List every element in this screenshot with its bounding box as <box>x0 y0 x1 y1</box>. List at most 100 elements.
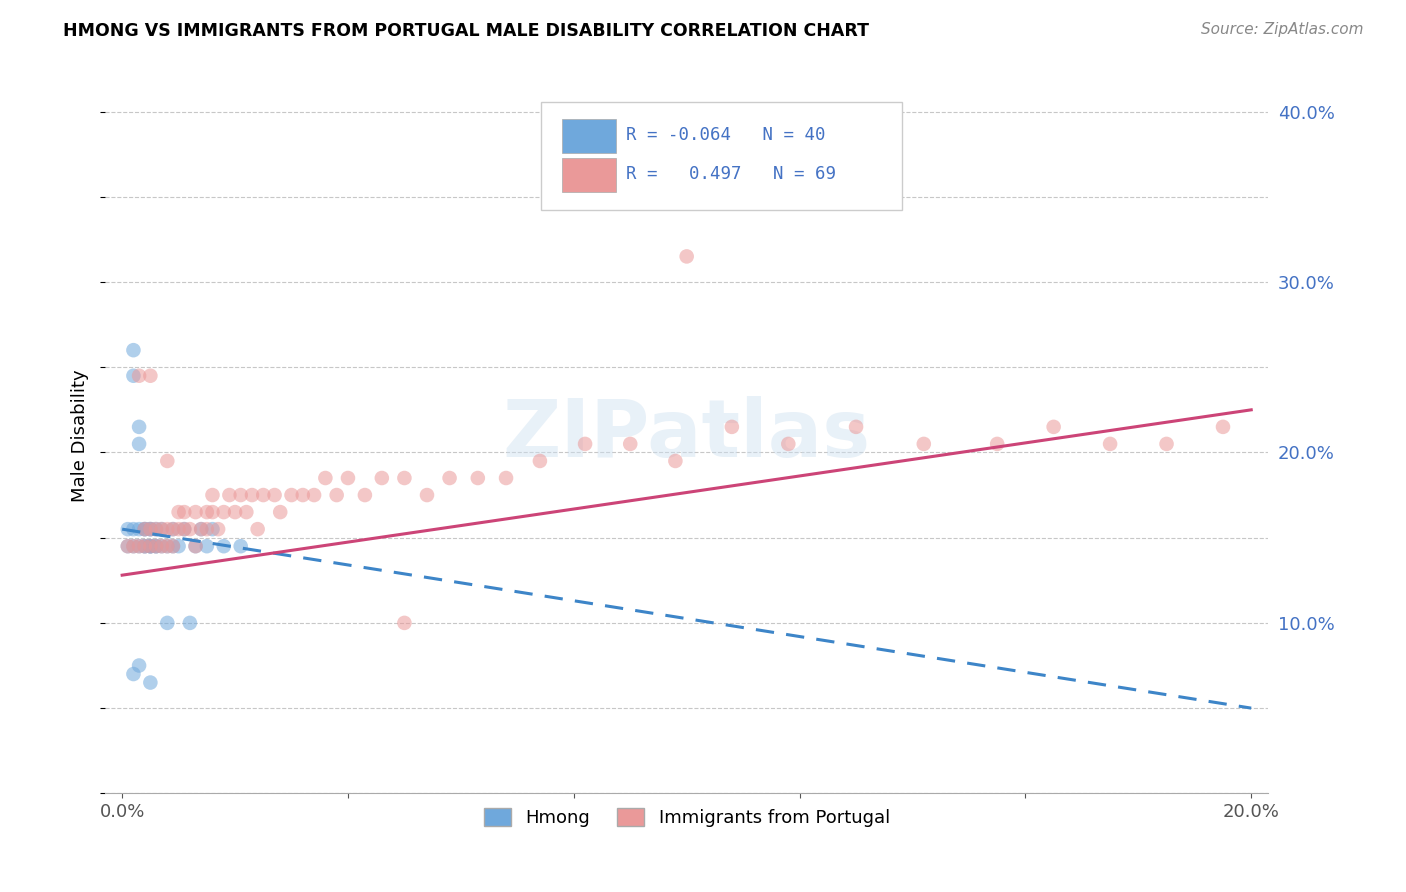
Point <box>986 437 1008 451</box>
Point <box>1042 420 1064 434</box>
Point <box>416 488 439 502</box>
Point <box>145 539 167 553</box>
Point <box>134 522 156 536</box>
Point <box>167 539 190 553</box>
Point <box>162 539 184 553</box>
Point <box>778 437 800 451</box>
Point <box>122 343 145 358</box>
Point <box>117 539 139 553</box>
Point <box>139 675 162 690</box>
Text: R = -0.064   N = 40: R = -0.064 N = 40 <box>626 126 825 144</box>
Point <box>162 539 184 553</box>
Point <box>574 437 596 451</box>
Point <box>263 488 285 502</box>
Point <box>128 368 150 383</box>
Legend: Hmong, Immigrants from Portugal: Hmong, Immigrants from Portugal <box>477 801 897 834</box>
Point <box>173 505 195 519</box>
Point <box>134 522 156 536</box>
Point <box>246 522 269 536</box>
Text: R =   0.497   N = 69: R = 0.497 N = 69 <box>626 165 837 183</box>
Point <box>314 471 336 485</box>
Point <box>139 522 162 536</box>
Point <box>139 368 162 383</box>
Point <box>117 522 139 536</box>
Point <box>128 522 150 536</box>
Point <box>394 471 416 485</box>
Point <box>139 539 162 553</box>
Point <box>912 437 935 451</box>
Point <box>145 539 167 553</box>
Point <box>195 522 218 536</box>
Point <box>212 539 235 553</box>
Point <box>162 522 184 536</box>
Point <box>201 522 224 536</box>
Point <box>179 522 201 536</box>
Point <box>394 615 416 630</box>
Point <box>122 539 145 553</box>
Point <box>184 539 207 553</box>
Point <box>150 522 173 536</box>
Text: HMONG VS IMMIGRANTS FROM PORTUGAL MALE DISABILITY CORRELATION CHART: HMONG VS IMMIGRANTS FROM PORTUGAL MALE D… <box>63 22 869 40</box>
Point <box>439 471 461 485</box>
Point <box>122 522 145 536</box>
FancyBboxPatch shape <box>562 159 616 192</box>
Point <box>128 437 150 451</box>
Point <box>134 522 156 536</box>
Point <box>156 539 179 553</box>
Point <box>291 488 314 502</box>
Point <box>269 505 291 519</box>
Point <box>173 522 195 536</box>
Point <box>336 471 359 485</box>
Text: ZIPatlas: ZIPatlas <box>502 396 870 475</box>
Point <box>134 539 156 553</box>
Point <box>240 488 263 502</box>
Point <box>167 505 190 519</box>
Point <box>467 471 489 485</box>
Point <box>150 522 173 536</box>
Point <box>122 368 145 383</box>
Point <box>721 420 744 434</box>
Point <box>173 522 195 536</box>
Point <box>529 454 551 468</box>
Point <box>218 488 240 502</box>
Point <box>619 437 641 451</box>
Point <box>150 539 173 553</box>
Point <box>128 539 150 553</box>
Point <box>190 522 212 536</box>
Point <box>280 488 302 502</box>
Point <box>495 471 517 485</box>
Point <box>156 539 179 553</box>
Point <box>235 505 257 519</box>
Point <box>212 505 235 519</box>
Point <box>145 522 167 536</box>
Point <box>167 522 190 536</box>
Point <box>162 522 184 536</box>
Point <box>139 539 162 553</box>
Point <box>184 539 207 553</box>
Point <box>207 522 229 536</box>
Point <box>150 539 173 553</box>
Point <box>179 615 201 630</box>
Point <box>128 420 150 434</box>
Point <box>845 420 868 434</box>
FancyBboxPatch shape <box>562 119 616 153</box>
Point <box>156 615 179 630</box>
Point <box>128 539 150 553</box>
Point <box>1156 437 1178 451</box>
Point <box>134 539 156 553</box>
Point <box>184 505 207 519</box>
Point <box>156 454 179 468</box>
Point <box>134 539 156 553</box>
Point <box>139 522 162 536</box>
Point <box>325 488 347 502</box>
Point <box>190 522 212 536</box>
Point <box>201 505 224 519</box>
Point <box>229 539 252 553</box>
Point <box>139 539 162 553</box>
FancyBboxPatch shape <box>541 103 901 210</box>
Point <box>139 522 162 536</box>
Point <box>354 488 377 502</box>
Point <box>371 471 394 485</box>
Point <box>122 667 145 681</box>
Point <box>145 539 167 553</box>
